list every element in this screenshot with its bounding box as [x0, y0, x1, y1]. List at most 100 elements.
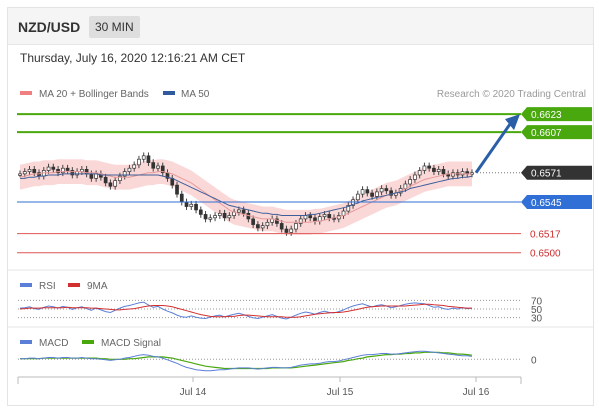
- candle-body: [65, 167, 70, 171]
- candle-body: [203, 214, 208, 220]
- candle-body: [441, 169, 446, 175]
- current-price-label: 0.6571: [531, 169, 562, 180]
- candle-body: [275, 218, 279, 224]
- candle-body: [289, 228, 294, 233]
- candle-body: [322, 214, 327, 218]
- candle-body: [222, 212, 227, 219]
- candle-body: [237, 209, 241, 213]
- x-tick-label: Jul 16: [463, 387, 490, 398]
- candle-body: [160, 165, 165, 174]
- candle-body: [122, 171, 127, 177]
- macd-legend: MACD MACD Signal: [20, 338, 161, 349]
- candle-body: [213, 215, 217, 219]
- candle-body: [27, 169, 32, 172]
- candle-body: [156, 165, 160, 169]
- candle-body: [241, 209, 246, 214]
- candle-body: [108, 182, 113, 187]
- target-level-tag: [521, 107, 592, 122]
- rsi-legend: RSI 9MA: [20, 281, 108, 292]
- candle-body: [179, 193, 184, 203]
- candle-body: [432, 167, 436, 172]
- timestamp-label: Thursday, July 16, 2020 12:16:21 AM CET: [20, 51, 246, 65]
- support-level-tag: [521, 195, 592, 210]
- macd-signal-line: [20, 351, 473, 370]
- forecast-arrow-shaft: [474, 123, 512, 174]
- candle-body: [384, 188, 389, 192]
- rsi-tick-label: 50: [531, 305, 543, 316]
- candle-body: [32, 169, 37, 174]
- legend-label-macd: MACD: [39, 338, 68, 349]
- legend-swatch-9ma: [68, 283, 80, 287]
- timeframe-badge[interactable]: 30 MIN: [89, 16, 140, 38]
- candle-body: [18, 173, 22, 176]
- candle-body: [308, 215, 313, 219]
- legend-swatch-macd-signal: [82, 340, 94, 344]
- stop-level-label: 0.6500: [530, 249, 561, 260]
- x-axis-ticks: Jul 14 Jul 15 Jul 16: [180, 377, 490, 398]
- rsi-tick-label: 70: [531, 296, 543, 307]
- target-level-label: 0.6623: [531, 110, 562, 121]
- candle-body: [51, 166, 56, 170]
- legend-label-ma20: MA 20 + Bollinger Bands: [39, 89, 149, 100]
- candle-body: [351, 199, 355, 206]
- bollinger-band-area: [20, 159, 472, 235]
- candle-body: [389, 190, 393, 196]
- candle-body: [374, 191, 379, 197]
- legend-label-ma50: MA 50: [181, 89, 210, 100]
- candle-body: [313, 217, 317, 222]
- candle-body: [70, 170, 75, 176]
- candle-body: [118, 175, 122, 181]
- candle-body: [227, 215, 232, 219]
- candle-body: [60, 167, 65, 174]
- target-level-tag: [521, 125, 592, 140]
- candle-body: [365, 189, 370, 194]
- candle-body: [417, 170, 422, 176]
- candle-body: [256, 224, 260, 229]
- legend-label-9ma: 9MA: [87, 281, 108, 292]
- candle-body: [113, 180, 118, 187]
- rsi-9ma-line: [19, 303, 472, 318]
- legend-swatch-macd: [20, 340, 32, 344]
- candle-body: [408, 179, 412, 185]
- candle-body: [370, 192, 374, 197]
- legend-swatch-ma50: [163, 91, 175, 95]
- x-tick-label: Jul 15: [327, 387, 354, 398]
- candle-body: [346, 205, 351, 212]
- candle-body: [379, 188, 384, 193]
- credit-label: Research © 2020 Trading Central: [437, 89, 586, 100]
- candle-body: [22, 171, 27, 175]
- legend-swatch-rsi: [20, 283, 32, 287]
- candle-body: [194, 203, 198, 211]
- candle-body: [260, 225, 265, 229]
- candle-body: [75, 171, 79, 176]
- candle-body: [141, 155, 146, 160]
- candle-body: [217, 212, 222, 216]
- candle-body: [137, 158, 141, 166]
- candle-body: [360, 189, 365, 195]
- price-panel: 0.6623 0.6607 0.6571 0.6545 0.6517 0.6500: [17, 107, 592, 260]
- candle-body: [265, 221, 270, 227]
- candle-body: [251, 218, 255, 225]
- candle-body: [355, 193, 360, 201]
- target-level-label: 0.6607: [531, 128, 562, 139]
- chart-header: NZD/USD 30 MIN: [8, 8, 593, 45]
- legend-label-rsi: RSI: [39, 281, 56, 292]
- candle-body: [294, 223, 298, 230]
- currency-pair-title: NZD/USD: [18, 19, 81, 35]
- rsi-tick-label: 30: [531, 314, 543, 325]
- candle-body: [279, 223, 284, 230]
- legend-label-macd-signal: MACD Signal: [101, 338, 161, 349]
- candle-body: [303, 215, 308, 220]
- candle-body: [103, 176, 108, 184]
- macd-tick-label: 0: [531, 355, 537, 366]
- candle-body: [284, 228, 289, 233]
- chart-card: NZD/USD 30 MIN Thursday, July 16, 2020 1…: [7, 7, 594, 406]
- candle-body: [413, 174, 417, 180]
- candle-body: [46, 166, 51, 171]
- candle-body: [208, 217, 213, 220]
- candle-body: [127, 167, 132, 172]
- candle-body: [132, 164, 137, 169]
- candle-body: [151, 162, 156, 169]
